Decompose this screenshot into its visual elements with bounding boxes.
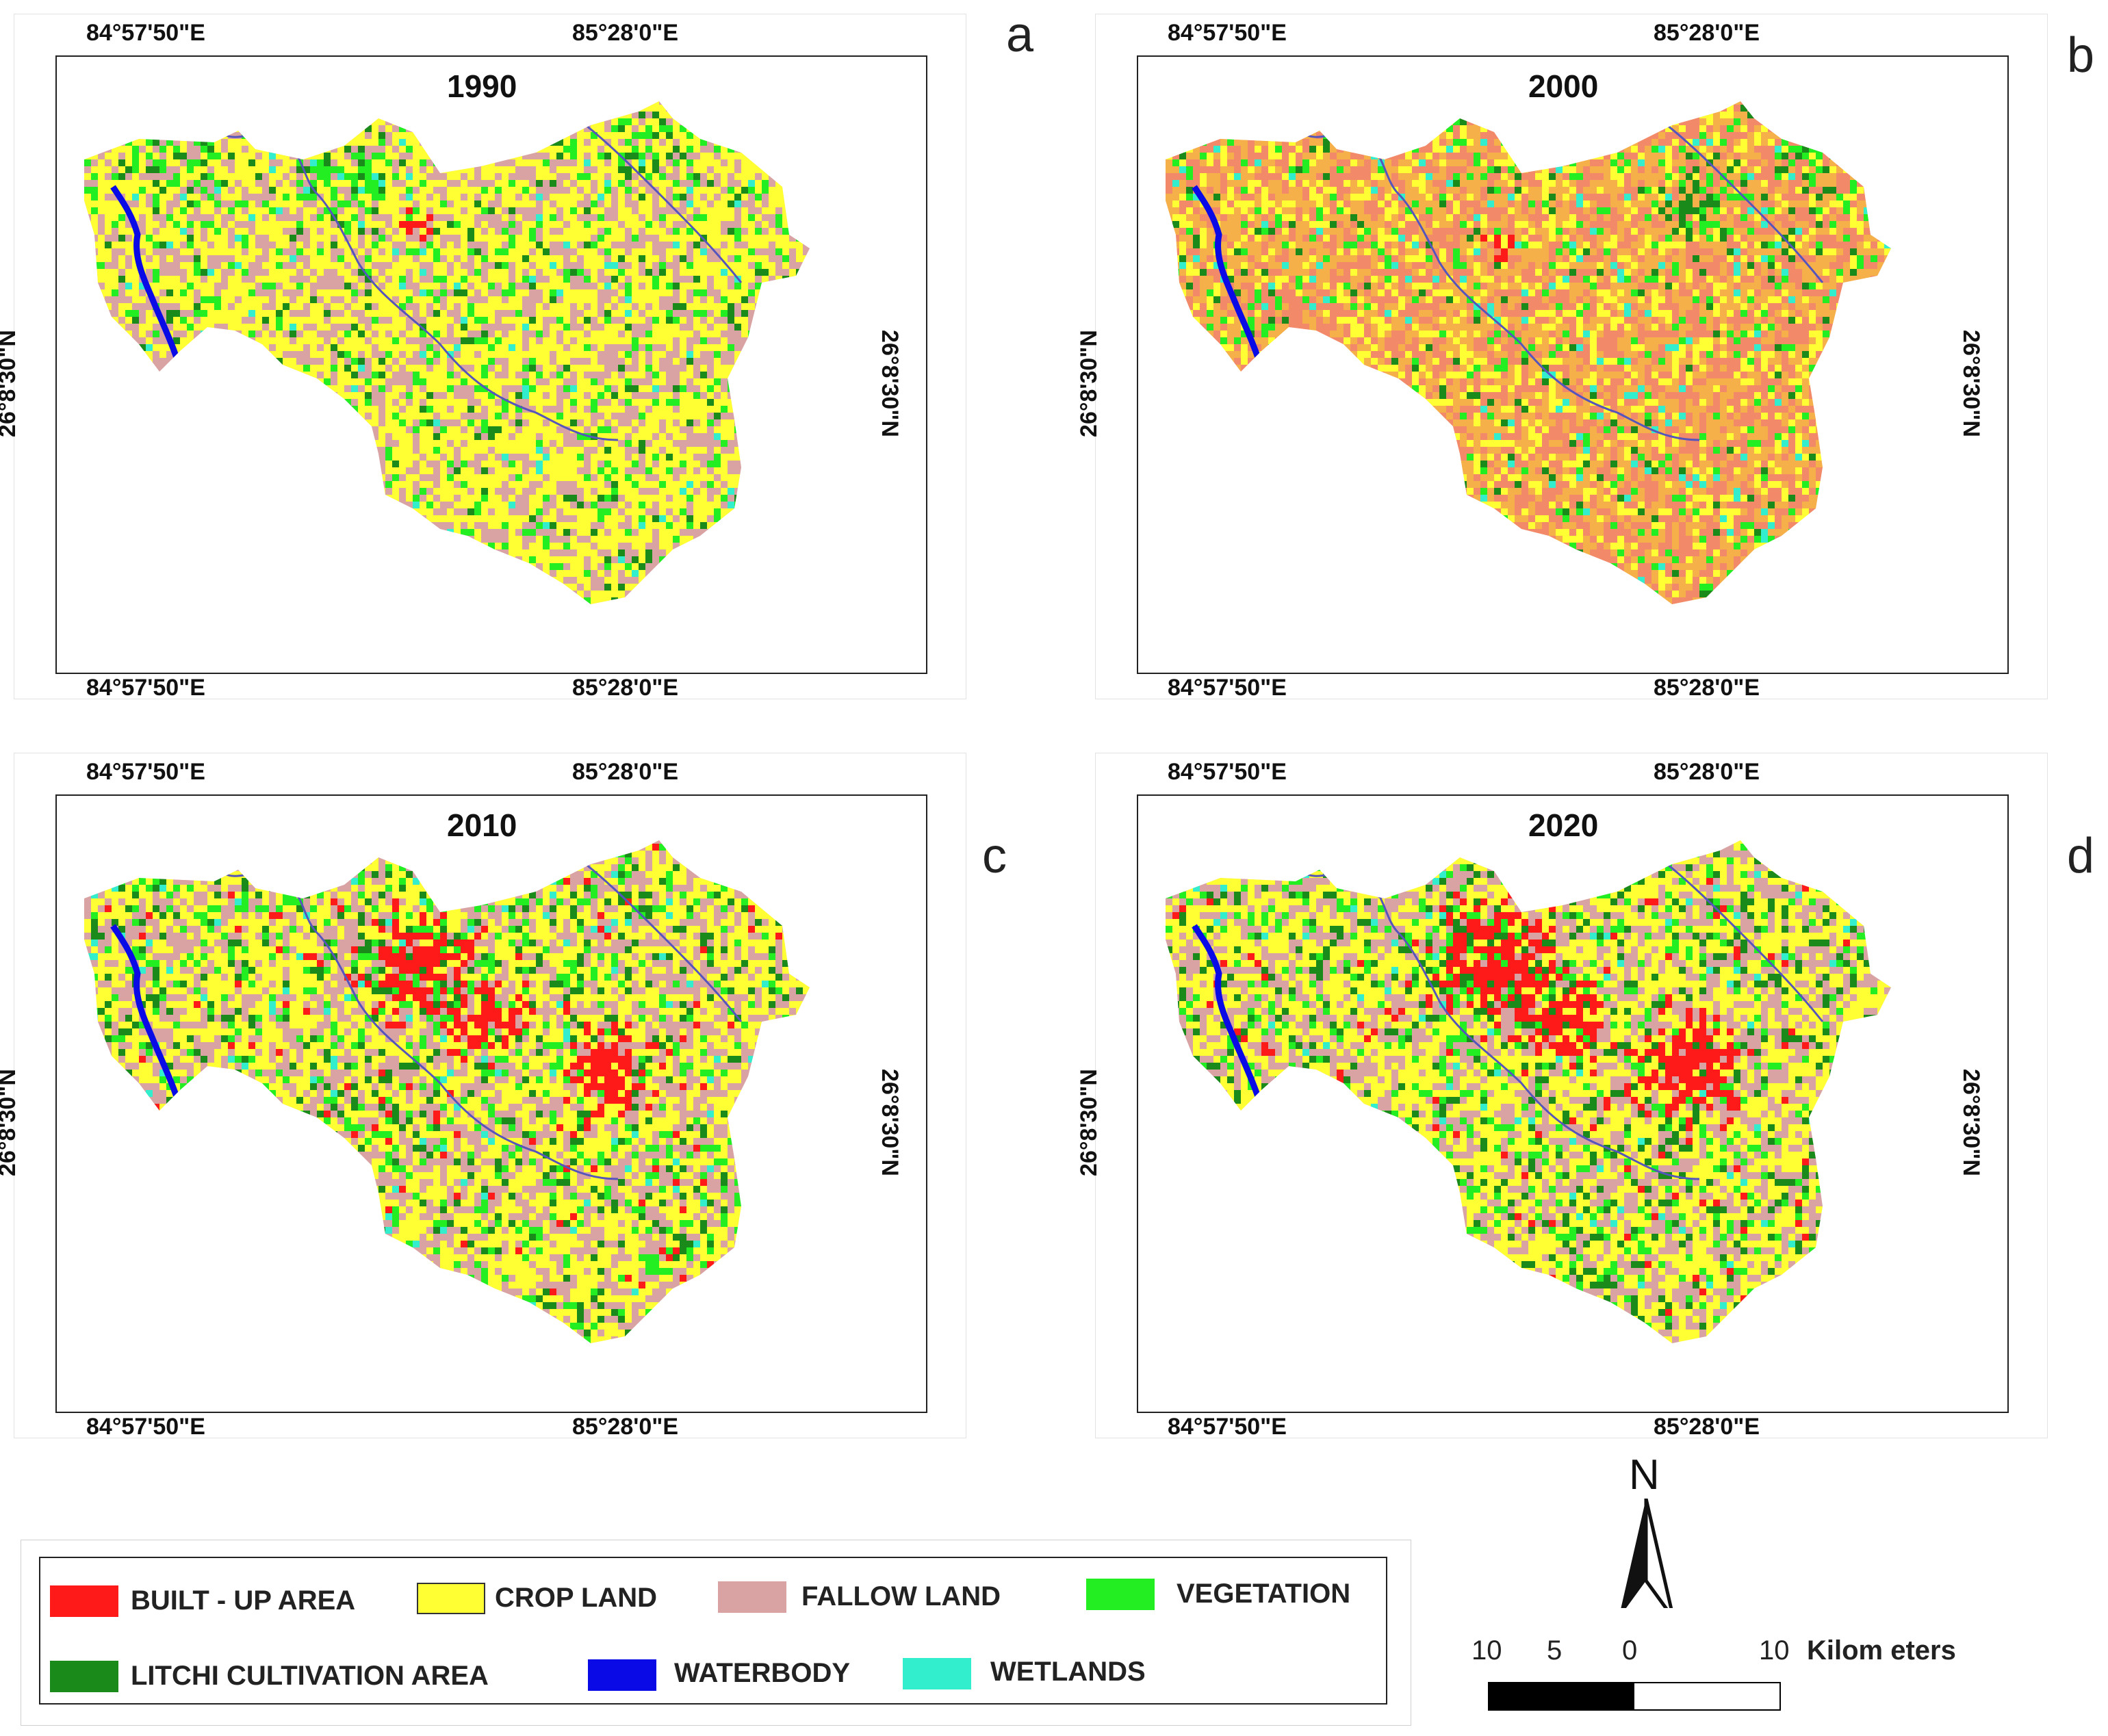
lat-label-left: 26°8'30"N — [1076, 330, 1103, 437]
map-year-title: 2000 — [1528, 68, 1598, 105]
legend-label-built-up: BUILT - UP AREA — [131, 1585, 355, 1616]
north-label: N — [1629, 1451, 1660, 1499]
legend-swatch-wetlands — [903, 1658, 971, 1689]
legend-label-crop-land: CROP LAND — [495, 1583, 657, 1614]
lat-label-right: 26°8'30"N — [1957, 1069, 1984, 1176]
map-panel-b: 84°57'50"E 85°28'0"E 2000 26°8'30"N 26°8… — [1076, 14, 2048, 701]
legend-label-vegetation: VEGETATION — [1177, 1579, 1350, 1609]
land-cover-raster — [1166, 101, 1891, 604]
lat-label-left: 26°8'30"N — [1076, 1069, 1103, 1176]
legend-swatch-built-up — [50, 1585, 118, 1617]
map-frame-d — [1137, 794, 2009, 1413]
map-panel-a: 84°57'50"E 85°28'0"E 1990 26°8'30"N 26°8… — [0, 14, 966, 701]
legend-label-waterbody: WATERBODY — [674, 1658, 850, 1689]
panel-letter-b: b — [2067, 27, 2094, 83]
lat-label-right: 26°8'30"N — [876, 330, 903, 437]
land-cover-raster — [84, 840, 810, 1343]
land-cover-raster — [84, 101, 810, 604]
scale-tick-10-right: 10 — [1759, 1635, 1790, 1666]
lat-label-right: 26°8'30"N — [876, 1069, 903, 1176]
scale-segment-white — [1633, 1682, 1781, 1711]
lon-label-bottom-right: 85°28'0"E — [1654, 1414, 1760, 1440]
legend-swatch-vegetation — [1086, 1579, 1155, 1610]
lat-label-left: 26°8'30"N — [0, 1069, 21, 1176]
legend-box: BUILT - UP AREA CROP LAND FALLOW LAND VE… — [39, 1557, 1387, 1705]
map-year-title: 2010 — [447, 807, 517, 844]
lon-label-top-right: 85°28'0"E — [572, 20, 678, 47]
scale-segment-black — [1488, 1682, 1636, 1711]
scale-bar: 10 5 0 10 Kilom eters — [1465, 1608, 1985, 1731]
map-legend: BUILT - UP AREA CROP LAND FALLOW LAND VE… — [21, 1540, 1411, 1726]
scale-unit: Kilom eters — [1807, 1635, 1956, 1666]
legend-label-wetlands: WETLANDS — [990, 1657, 1146, 1687]
panel-letter-a: a — [1006, 7, 1033, 63]
map-frame-b — [1137, 55, 2009, 674]
legend-swatch-crop-land — [417, 1583, 485, 1614]
lon-label-bottom-left: 84°57'50"E — [86, 1414, 205, 1440]
lon-label-top-left: 84°57'50"E — [1168, 759, 1287, 786]
lon-label-top-left: 84°57'50"E — [1168, 20, 1287, 47]
legend-swatch-waterbody — [588, 1659, 656, 1691]
map-frame-c — [55, 794, 927, 1413]
lon-label-bottom-left: 84°57'50"E — [1168, 675, 1287, 701]
lon-label-top-right: 85°28'0"E — [1654, 20, 1760, 47]
legend-label-fallow-land: FALLOW LAND — [801, 1581, 1001, 1612]
river — [1658, 117, 1824, 283]
map-panel-d: 84°57'50"E 85°28'0"E 2020 26°8'30"N 26°8… — [1076, 753, 2048, 1440]
scale-tick-10-left: 10 — [1471, 1635, 1502, 1666]
map-frame-a — [55, 55, 927, 674]
lat-label-right: 26°8'30"N — [1957, 330, 1984, 437]
river — [576, 117, 743, 283]
map-year-title: 2020 — [1528, 807, 1598, 844]
legend-label-litchi: LITCHI CULTIVATION AREA — [131, 1661, 489, 1692]
legend-swatch-litchi — [50, 1661, 118, 1692]
lon-label-bottom-right: 85°28'0"E — [1654, 675, 1760, 701]
land-cover-map-d — [1166, 840, 1891, 1343]
panel-letter-c: c — [982, 828, 1007, 884]
land-cover-map-b — [1166, 101, 1891, 604]
scale-tick-0: 0 — [1622, 1635, 1637, 1666]
lon-label-bottom-left: 84°57'50"E — [86, 675, 205, 701]
land-cover-map-c — [84, 840, 810, 1343]
lon-label-bottom-right: 85°28'0"E — [572, 1414, 678, 1440]
map-year-title: 1990 — [447, 68, 517, 105]
lon-label-top-right: 85°28'0"E — [1654, 759, 1760, 786]
lat-label-left: 26°8'30"N — [0, 330, 21, 437]
north-arrow-icon — [1619, 1499, 1675, 1620]
river — [1658, 856, 1824, 1022]
lon-label-bottom-right: 85°28'0"E — [572, 675, 678, 701]
map-panel-c: 84°57'50"E 85°28'0"E 2010 26°8'30"N 26°8… — [0, 753, 966, 1440]
land-cover-raster — [1166, 840, 1891, 1343]
river — [576, 856, 743, 1022]
legend-swatch-fallow-land — [718, 1581, 786, 1613]
lon-label-top-right: 85°28'0"E — [572, 759, 678, 786]
panel-letter-d: d — [2067, 828, 2094, 884]
north-arrow: N — [1615, 1451, 1677, 1622]
lon-label-top-left: 84°57'50"E — [86, 20, 205, 47]
scale-tick-5: 5 — [1547, 1635, 1562, 1666]
lon-label-bottom-left: 84°57'50"E — [1168, 1414, 1287, 1440]
land-cover-map-a — [84, 101, 810, 604]
lon-label-top-left: 84°57'50"E — [86, 759, 205, 786]
